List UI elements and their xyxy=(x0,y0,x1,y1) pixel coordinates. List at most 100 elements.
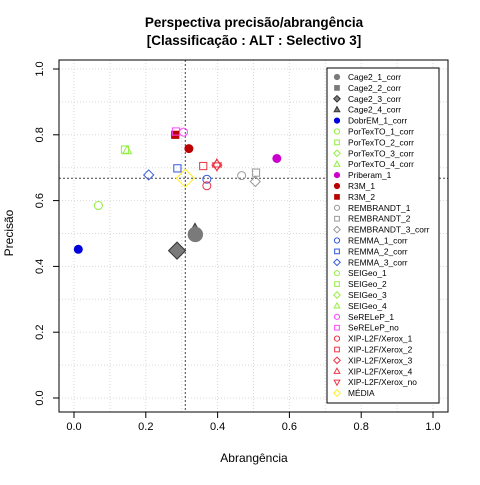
point-serelep-1 xyxy=(178,127,188,137)
legend-marker xyxy=(333,94,341,103)
point-remma-3-corr xyxy=(142,169,155,181)
legend-marker xyxy=(333,105,341,113)
point-remma-1-corr xyxy=(202,174,212,184)
legend-marker xyxy=(333,367,341,374)
legend-label: SEIGeo_3 xyxy=(348,290,387,300)
x-tick-label: 1.0 xyxy=(425,421,440,433)
legend-marker xyxy=(333,237,341,244)
legend-marker xyxy=(333,379,341,387)
legend-marker xyxy=(333,204,341,211)
legend-label: Cage2_2_corr xyxy=(348,83,401,93)
legend-label: REMBRANDT_1 xyxy=(348,203,411,213)
legend-label: SEIGeo_2 xyxy=(348,279,387,289)
point-priberam-1 xyxy=(272,153,282,163)
chart-title-line-2: [Classificação : ALT : Selectivo 3] xyxy=(147,33,362,48)
y-tick-label: 0.4 xyxy=(34,259,46,274)
x-axis-label: Abrangência xyxy=(220,451,288,465)
point-xip-l2f-xerox-no xyxy=(211,162,223,172)
point-portexto-4-corr xyxy=(121,144,133,155)
legend-marker xyxy=(333,270,341,277)
point-xip-l2f-xerox-2 xyxy=(199,161,208,171)
point-m-dia xyxy=(175,168,195,188)
legend-marker xyxy=(333,301,341,309)
x-tick-label: 0.6 xyxy=(282,421,297,433)
legend-marker xyxy=(333,128,341,135)
point-portexto-1-corr xyxy=(93,201,103,211)
legend-label: Cage2_3_corr xyxy=(348,94,401,104)
legend-label: REMBRANDT_3_corr xyxy=(348,225,430,235)
legend-label: R3M_1 xyxy=(348,181,375,191)
legend-label: XIP-L2F/Xerox_3 xyxy=(348,355,413,365)
y-tick-label: 0.8 xyxy=(34,127,46,142)
legend-marker xyxy=(333,335,341,342)
y-tick-label: 1.0 xyxy=(34,61,46,76)
legend-marker xyxy=(333,313,341,320)
legend-label: SEIGeo_4 xyxy=(348,301,387,311)
legend-label: MÉDIA xyxy=(348,388,375,398)
legend-marker xyxy=(333,160,341,167)
legend-label: SeRELeP_1 xyxy=(348,312,394,322)
legend-label: PorTexTO_3_corr xyxy=(348,148,414,158)
legend-box xyxy=(326,67,440,404)
legend-label: XIP-L2F/Xerox_1 xyxy=(348,334,413,344)
legend-marker xyxy=(334,324,340,331)
point-cage2-3-corr xyxy=(167,241,187,260)
axes: 0.0 0.2 0.4 0.6 0.8 1.0 0.0 0.2 0.4 0.6 0.8 1.0 xyxy=(34,61,441,433)
legend-label: PorTexTO_2_corr xyxy=(348,137,414,147)
chart-title-line-1: Perspectiva precisão/abrangência xyxy=(145,15,364,30)
legend-label: SEIGeo_1 xyxy=(348,268,387,278)
legend-marker xyxy=(333,356,341,365)
legend-marker xyxy=(334,215,340,222)
legend-label: XIP-L2F/Xerox_4 xyxy=(348,366,413,376)
point-rembrandt-1 xyxy=(237,171,247,181)
legend-marker xyxy=(333,117,341,124)
legend-label: SeRELeP_no xyxy=(348,323,399,333)
y-tick-label: 0.2 xyxy=(34,325,46,340)
legend-marker xyxy=(333,172,341,179)
legend-label: Cage2_1_corr xyxy=(348,72,401,82)
legend-marker xyxy=(333,291,341,299)
point-r3m-1 xyxy=(184,144,194,154)
legend-label: REMMA_1_corr xyxy=(348,236,408,246)
point-dobrem-1-corr xyxy=(73,244,83,254)
legend-label: DobrEM_1_corr xyxy=(348,116,407,126)
legend-marker xyxy=(333,389,341,398)
legend-label: XIP-L2F/Xerox_no xyxy=(348,377,417,387)
point-unlabeled xyxy=(187,226,204,243)
legend-marker xyxy=(333,182,341,190)
legend-label: Priberam_1 xyxy=(348,170,392,180)
y-tick-label: 0.6 xyxy=(34,193,46,208)
legend-marker xyxy=(333,258,341,267)
legend-label: XIP-L2F/Xerox_2 xyxy=(348,345,413,355)
legend-marker xyxy=(333,225,341,234)
point-rembrandt-3-corr xyxy=(249,175,262,188)
legend-marker xyxy=(333,149,341,158)
point-rembrandt-2 xyxy=(251,168,261,177)
x-tick-label: 0.0 xyxy=(66,421,81,433)
legend-marker xyxy=(334,281,340,287)
legend-label: REMBRANDT_2 xyxy=(348,214,411,224)
point-serelep-no xyxy=(171,127,181,136)
legend-marker xyxy=(334,139,340,146)
legend-label: REMMA_2_corr xyxy=(348,246,408,256)
point-remma-2-corr xyxy=(173,164,182,173)
legend-marker xyxy=(334,85,340,91)
legend-marker xyxy=(334,194,340,200)
plot-border xyxy=(58,59,449,413)
legend-marker xyxy=(334,248,340,255)
x-tick-label: 0.2 xyxy=(138,421,153,433)
point-portexto-2-corr xyxy=(120,145,130,154)
legend-marker xyxy=(333,73,341,81)
y-axis-label: Precisão xyxy=(2,209,16,256)
x-tick-label: 0.8 xyxy=(354,421,369,433)
legend-label: Cage2_4_corr xyxy=(348,105,401,115)
y-tick-label: 0.0 xyxy=(34,390,46,405)
point-xip-l2f-xerox-1 xyxy=(202,181,212,191)
legend-label: PorTexTO_1_corr xyxy=(348,127,414,137)
x-tick-label: 0.4 xyxy=(210,421,225,433)
data-points xyxy=(73,127,282,260)
legend-label: REMMA_3_corr xyxy=(348,257,408,267)
legend: Cage2_1_corrCage2_2_corrCage2_3_corrCage… xyxy=(326,67,440,404)
